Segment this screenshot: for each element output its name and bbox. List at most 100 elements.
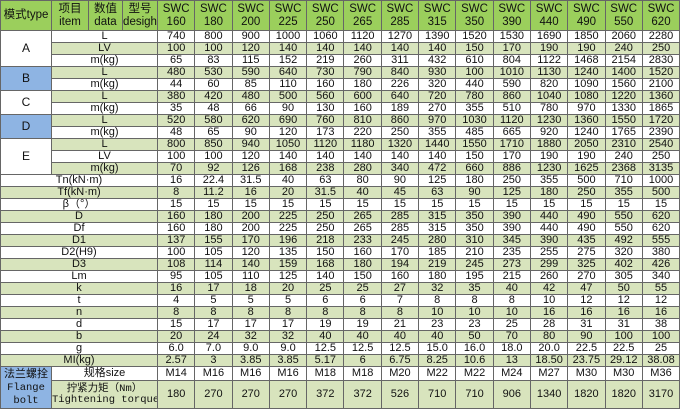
value-cell: 260 bbox=[343, 54, 382, 67]
value-cell: 1050 bbox=[268, 138, 308, 151]
table-row: D3 108 114 140 159 168 180 194 219 245 273 299 325 40… bbox=[0, 258, 680, 271]
value-cell: 219 bbox=[306, 54, 345, 67]
table-row: C L 380 420 480 500 560 600 640 720 780 860 1040 1080… bbox=[0, 90, 680, 115]
value-cell: 140 bbox=[306, 150, 345, 163]
row-label: MI(kg) bbox=[0, 354, 158, 367]
value-cell: 100 bbox=[156, 42, 196, 55]
value-cell: 42 bbox=[529, 282, 569, 295]
value-cell: 840 bbox=[380, 66, 420, 79]
value-cell: 2830 bbox=[641, 54, 680, 67]
value-cell: 40 bbox=[306, 330, 345, 343]
header-model-swc200: SWC 200 bbox=[231, 0, 270, 31]
value-cell: 520 bbox=[156, 114, 196, 127]
value-cell: 25 bbox=[306, 282, 345, 295]
table-row: Df 160 180 200 225 250 265 285 315 350 390 440 490 55… bbox=[0, 222, 680, 235]
value-cell: 4 bbox=[156, 294, 196, 307]
value-cell: 38.08 bbox=[641, 354, 680, 367]
value-cell: 280 bbox=[418, 234, 457, 247]
row-label: d bbox=[0, 318, 158, 331]
value-cell: 23 bbox=[455, 318, 494, 331]
value-cell: 355 bbox=[529, 174, 569, 187]
value-cell: 226 bbox=[380, 78, 420, 91]
value-cell: 160 bbox=[343, 246, 382, 259]
value-cell: 355 bbox=[455, 102, 494, 115]
value-cell: 1710 bbox=[492, 138, 531, 151]
value-cell: 190 bbox=[567, 150, 606, 163]
value-cell: 6.0 bbox=[156, 342, 196, 355]
value-cell: 640 bbox=[380, 90, 420, 103]
size-label: 规格size bbox=[51, 365, 158, 382]
value-cell: 31 bbox=[567, 318, 606, 331]
value-cell: 16 bbox=[156, 282, 196, 295]
value-cell: 63 bbox=[418, 186, 457, 199]
value-cell: 1120 bbox=[343, 30, 382, 43]
value-cell: M22 bbox=[418, 365, 457, 382]
value-cell: 255 bbox=[529, 246, 569, 259]
value-cell: 48 bbox=[156, 126, 196, 139]
value-cell: 760 bbox=[306, 114, 345, 127]
type-C: C bbox=[0, 90, 52, 115]
value-cell: 8 bbox=[231, 306, 270, 319]
value-cell: 92 bbox=[194, 162, 233, 175]
value-cell: 270 bbox=[194, 380, 233, 409]
value-cell: 1520 bbox=[641, 66, 680, 79]
value-cell: 47 bbox=[567, 282, 606, 295]
value-cell: 32 bbox=[268, 330, 308, 343]
value-cell: 45 bbox=[380, 186, 420, 199]
value-cell: 25 bbox=[492, 318, 531, 331]
value-cell: 5 bbox=[231, 294, 270, 307]
header-model-swc550: SWC 550 bbox=[604, 0, 643, 31]
value-cell: 1765 bbox=[604, 126, 643, 139]
value-cell: 15 bbox=[380, 198, 420, 211]
value-cell: 1625 bbox=[567, 162, 606, 175]
value-cell: 372 bbox=[343, 380, 382, 409]
table-row: D L 520 580 620 690 760 810 860 970 1030 1120 1230 13… bbox=[0, 114, 680, 139]
value-cell: 8 bbox=[268, 306, 308, 319]
value-cell: 9.0 bbox=[268, 342, 308, 355]
value-cell: 15 bbox=[418, 198, 457, 211]
value-cell: 168 bbox=[268, 162, 308, 175]
value-cell: 930 bbox=[418, 66, 457, 79]
value-cell: 480 bbox=[156, 66, 196, 79]
value-cell: 50 bbox=[604, 282, 643, 295]
value-cell: 6 bbox=[306, 294, 345, 307]
value-cell: 70 bbox=[492, 330, 531, 343]
value-cell: 2154 bbox=[604, 54, 643, 67]
value-cell: 1090 bbox=[567, 78, 606, 91]
value-cell: 1850 bbox=[567, 30, 606, 43]
value-cell: 8.25 bbox=[418, 354, 457, 367]
value-cell: 120 bbox=[231, 246, 270, 259]
value-cell: 590 bbox=[492, 78, 531, 91]
value-cell: 90 bbox=[455, 186, 494, 199]
value-cell: 1360 bbox=[641, 90, 680, 103]
value-cell: 600 bbox=[343, 90, 382, 103]
table-row: m(kg) 70 92 126 168 238 280 340 472 660 886 1230 162… bbox=[1, 162, 680, 175]
value-cell: 790 bbox=[343, 66, 382, 79]
table-row: t 4 5 5 5 6 6 7 8 8 8 10 12 12 12 bbox=[0, 294, 680, 307]
value-cell: 940 bbox=[231, 138, 270, 151]
value-cell: 152 bbox=[268, 54, 308, 67]
value-cell: 10 bbox=[492, 306, 531, 319]
value-cell: 8 bbox=[156, 186, 196, 199]
model-size: 620 bbox=[651, 15, 671, 28]
model-size: 160 bbox=[166, 15, 186, 28]
value-cell: 160 bbox=[343, 102, 382, 115]
model-size: 285 bbox=[390, 15, 410, 28]
value-cell: 83 bbox=[194, 54, 233, 67]
value-cell: 530 bbox=[194, 66, 233, 79]
value-cell: 299 bbox=[529, 258, 569, 271]
row-label: Tf(kN·m) bbox=[0, 186, 158, 199]
value-cell: 225 bbox=[268, 210, 308, 223]
value-cell: 180 bbox=[455, 174, 494, 187]
model-prefix: SWC bbox=[647, 2, 675, 15]
value-cell: 1080 bbox=[567, 90, 606, 103]
value-cell: 140 bbox=[380, 42, 420, 55]
table-row: n 8 8 8 8 8 8 8 10 10 10 16 16 16 16 bbox=[0, 306, 680, 319]
value-cell: 440 bbox=[529, 222, 569, 235]
value-cell: 100 bbox=[194, 42, 233, 55]
value-cell: 170 bbox=[231, 234, 270, 247]
value-cell: 3.85 bbox=[231, 354, 270, 367]
value-cell: 218 bbox=[306, 234, 345, 247]
value-cell: 150 bbox=[343, 270, 382, 283]
value-cell: 114 bbox=[194, 258, 233, 271]
